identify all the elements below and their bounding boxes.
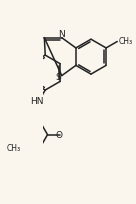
Text: O: O bbox=[55, 131, 62, 140]
Text: S: S bbox=[56, 73, 61, 82]
Text: CH₃: CH₃ bbox=[6, 144, 20, 153]
Text: N: N bbox=[58, 30, 65, 39]
Text: HN: HN bbox=[30, 97, 44, 106]
Text: CH₃: CH₃ bbox=[119, 37, 133, 46]
